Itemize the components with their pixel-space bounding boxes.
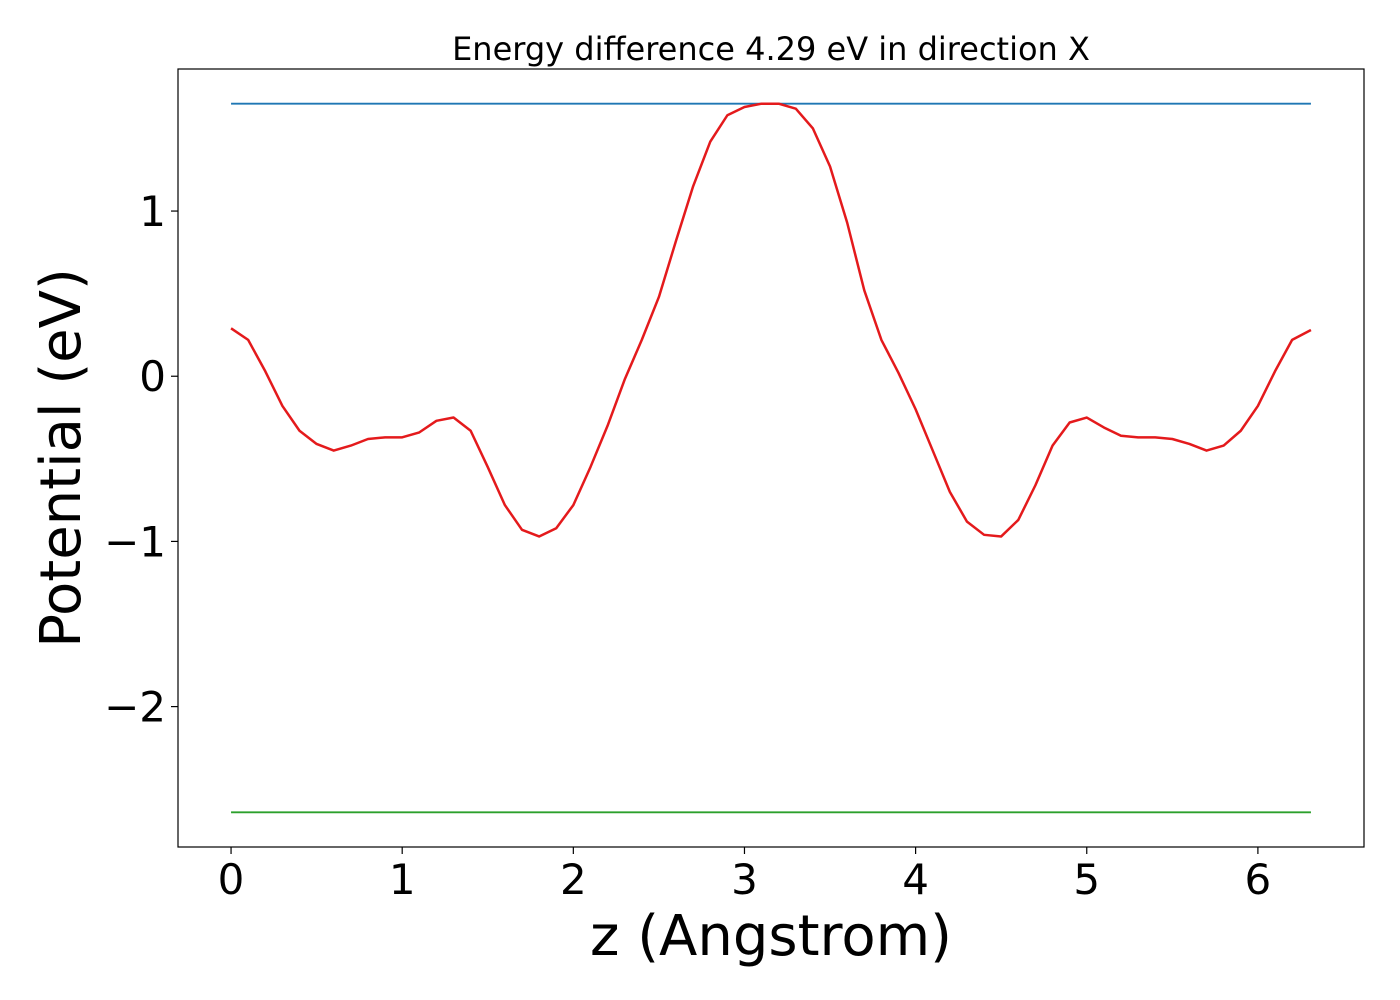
- y-tick-label: 0: [139, 352, 166, 401]
- series-layer: [230, 102, 1312, 814]
- x-tick-label: 3: [731, 855, 758, 904]
- y-axis: −2 −1 0 1: [104, 187, 178, 732]
- y-axis-label: Potential (eV): [29, 268, 94, 648]
- chart-title: Energy difference 4.29 eV in direction X: [452, 30, 1090, 68]
- x-tick-label: 6: [1245, 855, 1272, 904]
- plot-frame: [177, 68, 1365, 848]
- x-axis-label: z (Angstrom): [590, 904, 952, 969]
- x-tick-label: 1: [389, 855, 416, 904]
- x-tick-label: 2: [560, 855, 587, 904]
- x-axis: 0 1 2 3 4 5 6: [218, 847, 1272, 904]
- x-tick-label: 0: [218, 855, 245, 904]
- y-tick-label: −1: [104, 517, 166, 566]
- y-tick-label: −2: [104, 683, 166, 732]
- y-tick-label: 1: [139, 187, 166, 236]
- x-tick-label: 5: [1073, 855, 1100, 904]
- series-line-3: [230, 102, 1312, 538]
- x-tick-label: 4: [902, 855, 929, 904]
